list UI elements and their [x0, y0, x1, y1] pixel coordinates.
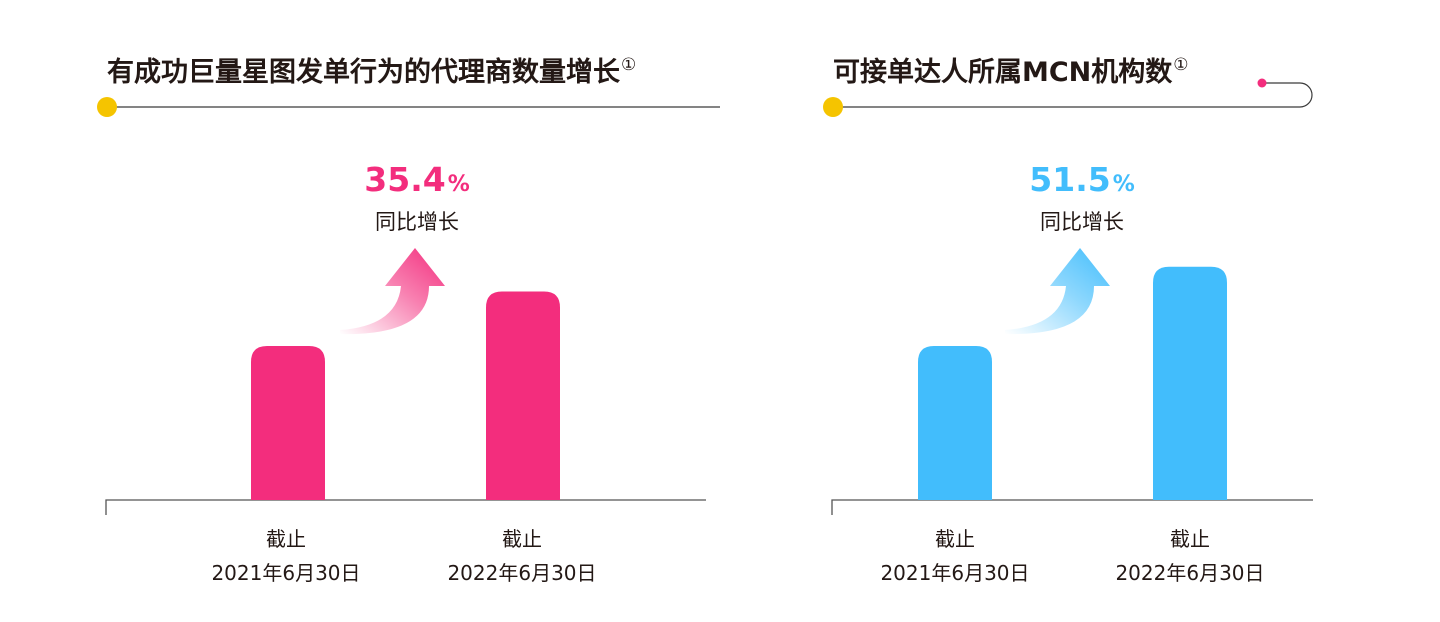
- x-tick-label-1: 截止 2022年6月30日: [1115, 527, 1265, 585]
- chart-panel-agents: 有成功巨量星图发单行为的代理商数量增长① 35.4% 同比增长 截止 2021年…: [97, 50, 720, 585]
- x-tick-label-0: 截止 2021年6月30日: [880, 527, 1030, 585]
- footnote-marker: ①: [1173, 55, 1189, 75]
- growth-percentage: 51.5%: [982, 160, 1182, 199]
- yellow-dot-icon: [97, 97, 117, 117]
- chart-title-text: 有成功巨量星图发单行为的代理商数量增长: [107, 57, 620, 88]
- x-tick-label-1: 截止 2022年6月30日: [447, 527, 597, 585]
- bar-chart-mcn: [831, 248, 1313, 515]
- yellow-dot-icon: [823, 97, 843, 117]
- title-underline-decoration: [97, 97, 720, 117]
- x-axis-line: [831, 499, 1313, 515]
- chart-title: 有成功巨量星图发单行为的代理商数量增长①: [107, 50, 636, 89]
- growth-arrow-icon: [340, 248, 445, 335]
- chart-panel-mcn: 可接单达人所属MCN机构数① 51.5% 同比增长 截止 2021年6月30日 …: [720, 0, 1440, 622]
- x-tick-label-0: 截止 2021年6月30日: [211, 527, 361, 585]
- footnote-marker: ①: [621, 55, 637, 75]
- growth-percentage: 35.4%: [317, 160, 517, 199]
- bar-0: [918, 346, 992, 500]
- growth-value: 51.5: [1029, 160, 1111, 199]
- pink-dot-icon: [1257, 78, 1267, 88]
- growth-unit: %: [447, 172, 470, 197]
- chart-title-text: 可接单达人所属MCN机构数: [833, 57, 1173, 88]
- x-axis-line: [105, 499, 706, 515]
- growth-label: 同比增长: [1040, 210, 1124, 234]
- bar-1: [1153, 266, 1227, 500]
- growth-label: 同比增长: [375, 210, 459, 234]
- bar-chart-agents: [105, 248, 706, 515]
- chart-title: 可接单达人所属MCN机构数①: [833, 50, 1189, 89]
- growth-value: 35.4: [364, 160, 446, 199]
- title-underline-decoration: [823, 78, 1313, 117]
- bar-0: [251, 346, 325, 500]
- growth-unit: %: [1112, 172, 1135, 197]
- growth-arrow-icon: [1005, 248, 1110, 335]
- bar-1: [486, 291, 560, 500]
